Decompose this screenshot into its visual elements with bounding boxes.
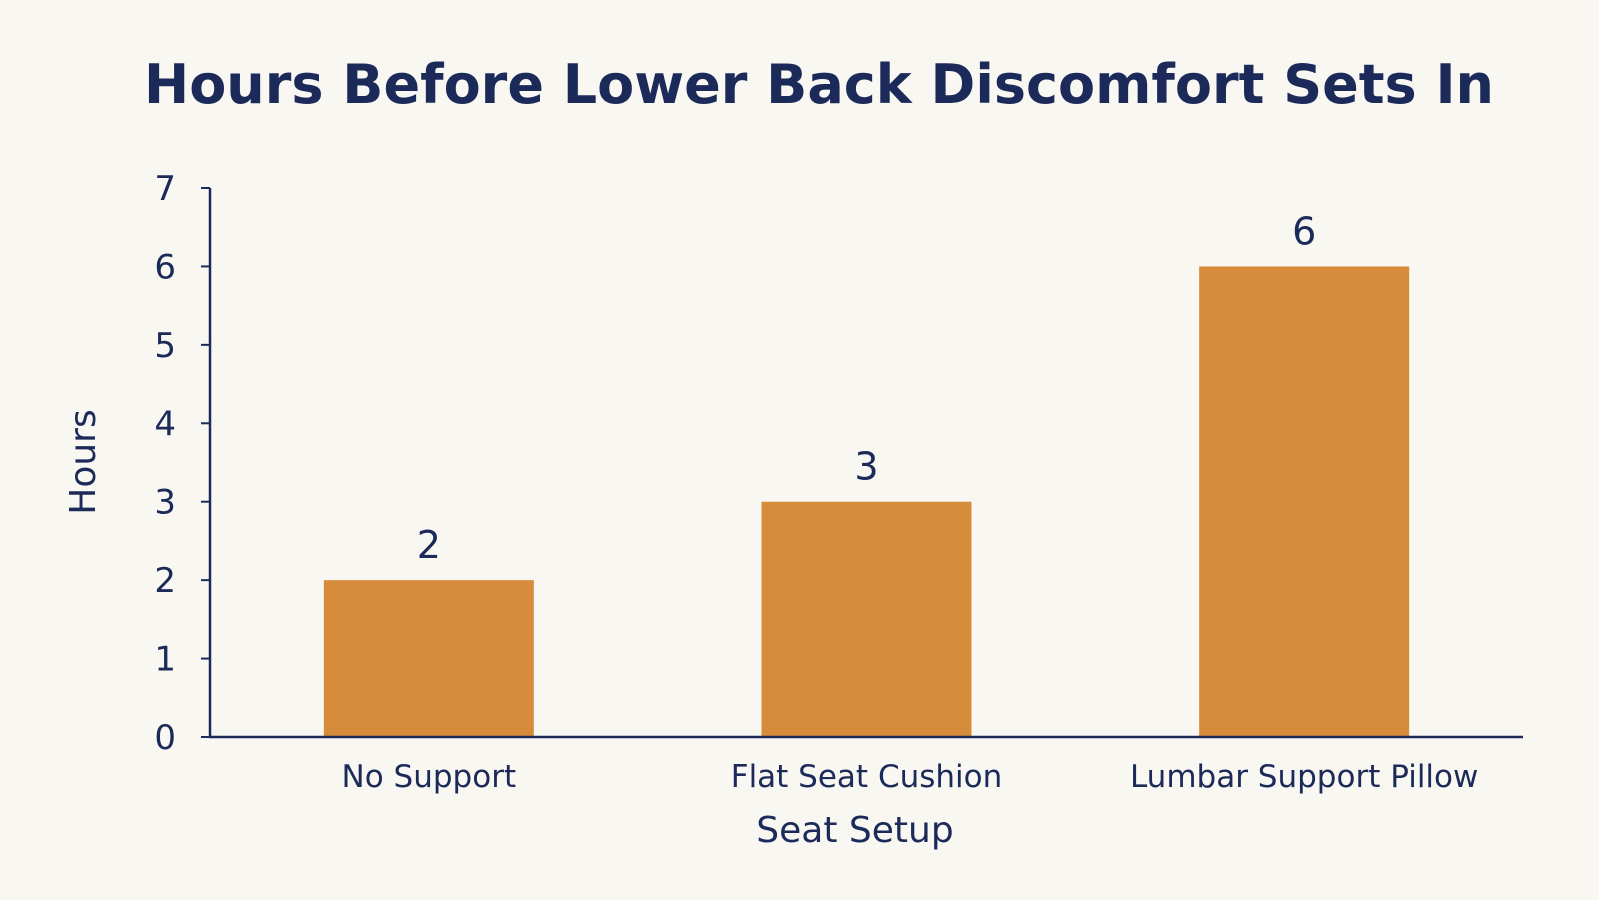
y-tick-label: 6 — [154, 247, 176, 287]
x-tick-label: No Support — [342, 759, 517, 795]
data-label: 2 — [417, 523, 441, 567]
bar — [1199, 266, 1410, 737]
y-tick-label: 3 — [154, 483, 176, 523]
y-tick-label: 0 — [154, 718, 176, 758]
y-tick-label: 2 — [154, 561, 176, 601]
chart-title: Hours Before Lower Back Discomfort Sets … — [144, 53, 1494, 116]
bar — [761, 501, 972, 737]
y-axis-title: Hours — [63, 409, 104, 514]
data-label: 3 — [854, 445, 878, 489]
x-tick-label: Flat Seat Cushion — [731, 759, 1003, 795]
x-tick-label: Lumbar Support Pillow — [1130, 759, 1478, 795]
x-axis-tick-labels: No Support Flat Seat Cushion Lumbar Suppor… — [342, 759, 1479, 795]
bars-group — [323, 266, 1410, 737]
bar — [323, 580, 534, 737]
y-axis-ticks: 0 1 2 3 4 5 6 7 — [154, 169, 210, 758]
data-label: 6 — [1292, 209, 1316, 253]
y-tick-label: 7 — [154, 169, 176, 209]
x-axis-title: Seat Setup — [756, 810, 953, 851]
y-tick-label: 1 — [154, 640, 176, 680]
data-labels-group: 2 3 6 — [417, 209, 1317, 567]
y-tick-label: 4 — [154, 404, 176, 444]
y-tick-label: 5 — [154, 326, 176, 366]
